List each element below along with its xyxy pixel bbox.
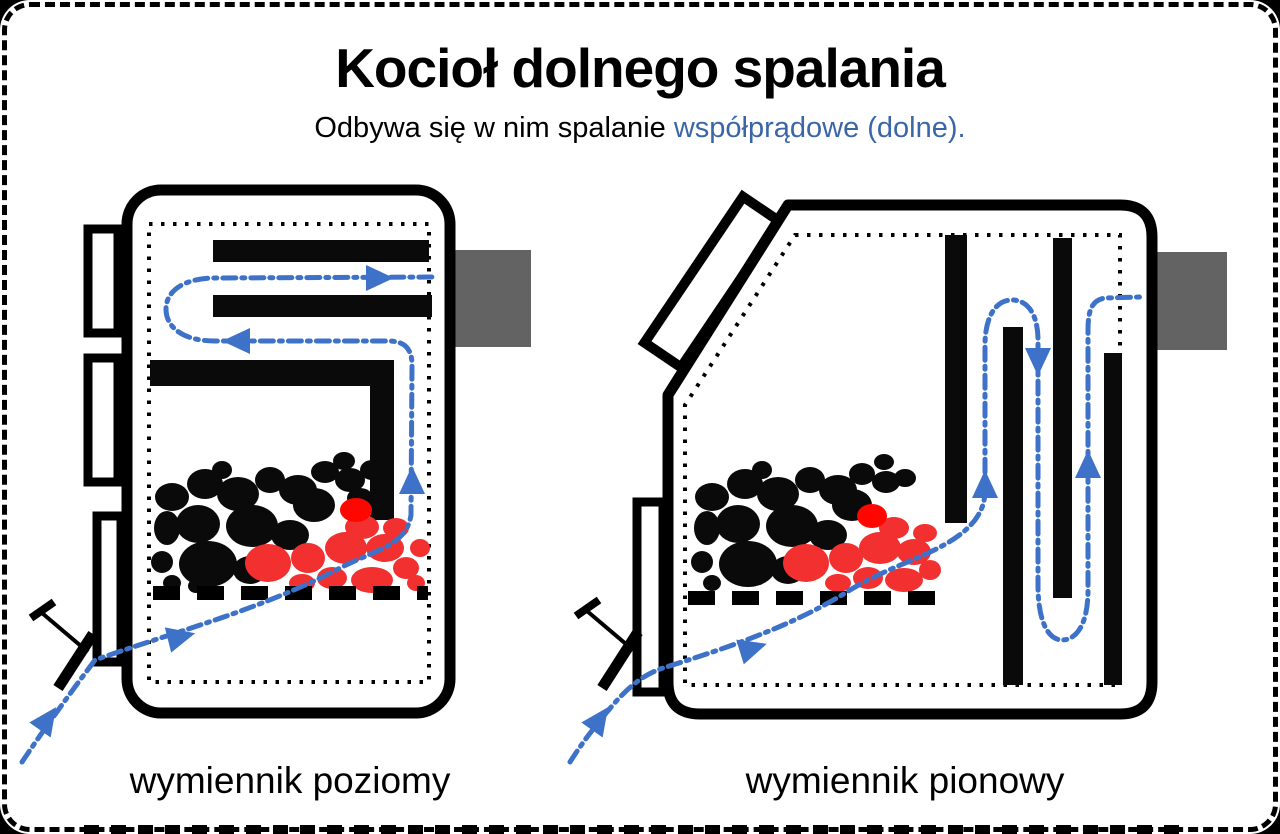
caption-vertical-exchanger: wymiennik pionowy (745, 760, 1065, 801)
page-title: Kocioł dolnego spalania (335, 37, 946, 99)
subtitle-plain-text: Odbywa się w nim spalanie (314, 112, 674, 144)
caption-horizontal-exchanger: wymiennik poziomy (129, 760, 451, 801)
bottom-border-dashes (84, 825, 1184, 834)
subtitle-highlight-text: współprądowe (dolne). (673, 112, 966, 144)
page-subtitle: Odbywa się w nim spalanie współprądowe (… (0, 112, 1280, 145)
